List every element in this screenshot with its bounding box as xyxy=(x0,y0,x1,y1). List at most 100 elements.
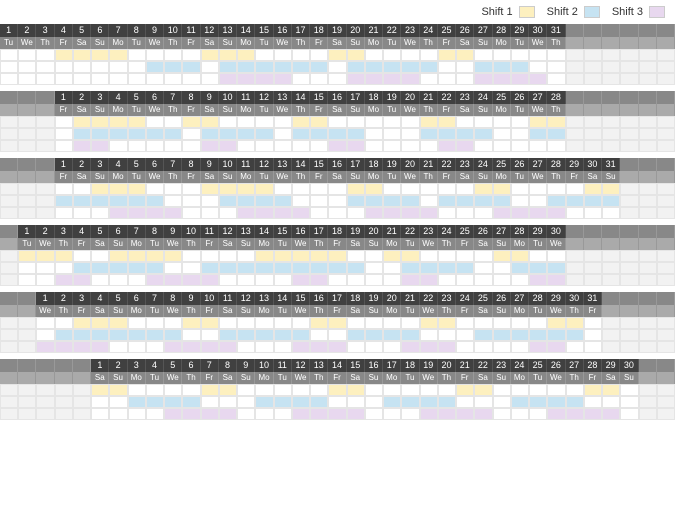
shift-cell[interactable] xyxy=(182,128,200,140)
shift-cell[interactable] xyxy=(547,329,565,341)
shift-cell[interactable] xyxy=(584,408,602,420)
shift-cell[interactable] xyxy=(547,73,565,85)
shift-cell[interactable] xyxy=(511,195,529,207)
shift-cell[interactable] xyxy=(420,384,438,396)
shift-cell[interactable] xyxy=(328,384,346,396)
shift-cell[interactable] xyxy=(584,396,602,408)
shift-cell[interactable] xyxy=(109,73,127,85)
shift-cell[interactable] xyxy=(383,396,401,408)
shift-cell[interactable] xyxy=(292,116,310,128)
shift-cell[interactable] xyxy=(456,408,474,420)
shift-cell[interactable] xyxy=(237,408,255,420)
shift-cell[interactable] xyxy=(55,250,73,262)
shift-cell[interactable] xyxy=(219,183,237,195)
shift-cell[interactable] xyxy=(182,262,200,274)
shift-cell[interactable] xyxy=(420,195,438,207)
shift-cell[interactable] xyxy=(493,384,511,396)
shift-cell[interactable] xyxy=(529,183,547,195)
shift-cell[interactable] xyxy=(420,49,438,61)
shift-cell[interactable] xyxy=(91,384,109,396)
shift-cell[interactable] xyxy=(274,329,292,341)
shift-cell[interactable] xyxy=(493,128,511,140)
shift-cell[interactable] xyxy=(201,49,219,61)
shift-cell[interactable] xyxy=(420,116,438,128)
shift-cell[interactable] xyxy=(292,128,310,140)
shift-cell[interactable] xyxy=(73,183,91,195)
shift-cell[interactable] xyxy=(438,341,456,353)
shift-cell[interactable] xyxy=(219,116,237,128)
shift-cell[interactable] xyxy=(255,128,273,140)
shift-cell[interactable] xyxy=(566,195,584,207)
shift-cell[interactable] xyxy=(474,116,492,128)
shift-cell[interactable] xyxy=(201,207,219,219)
shift-cell[interactable] xyxy=(255,384,273,396)
shift-cell[interactable] xyxy=(365,408,383,420)
shift-cell[interactable] xyxy=(237,195,255,207)
shift-cell[interactable] xyxy=(274,341,292,353)
shift-cell[interactable] xyxy=(401,262,419,274)
shift-cell[interactable] xyxy=(182,195,200,207)
shift-cell[interactable] xyxy=(420,207,438,219)
shift-cell[interactable] xyxy=(109,116,127,128)
shift-cell[interactable] xyxy=(511,116,529,128)
shift-cell[interactable] xyxy=(55,341,73,353)
shift-cell[interactable] xyxy=(146,49,164,61)
shift-cell[interactable] xyxy=(164,317,182,329)
shift-cell[interactable] xyxy=(274,128,292,140)
shift-cell[interactable] xyxy=(328,250,346,262)
shift-cell[interactable] xyxy=(164,329,182,341)
shift-cell[interactable] xyxy=(55,49,73,61)
shift-cell[interactable] xyxy=(328,341,346,353)
shift-cell[interactable] xyxy=(91,140,109,152)
shift-cell[interactable] xyxy=(274,207,292,219)
shift-cell[interactable] xyxy=(328,73,346,85)
shift-cell[interactable] xyxy=(237,140,255,152)
shift-cell[interactable] xyxy=(420,408,438,420)
shift-cell[interactable] xyxy=(18,49,36,61)
shift-cell[interactable] xyxy=(383,128,401,140)
shift-cell[interactable] xyxy=(310,317,328,329)
shift-cell[interactable] xyxy=(182,274,200,286)
shift-cell[interactable] xyxy=(310,61,328,73)
shift-cell[interactable] xyxy=(109,408,127,420)
shift-cell[interactable] xyxy=(584,183,602,195)
shift-cell[interactable] xyxy=(328,262,346,274)
shift-cell[interactable] xyxy=(146,262,164,274)
shift-cell[interactable] xyxy=(365,274,383,286)
shift-cell[interactable] xyxy=(365,317,383,329)
shift-cell[interactable] xyxy=(529,274,547,286)
shift-cell[interactable] xyxy=(109,384,127,396)
shift-cell[interactable] xyxy=(566,329,584,341)
shift-cell[interactable] xyxy=(456,384,474,396)
shift-cell[interactable] xyxy=(292,61,310,73)
shift-cell[interactable] xyxy=(292,140,310,152)
shift-cell[interactable] xyxy=(36,49,54,61)
shift-cell[interactable] xyxy=(201,408,219,420)
shift-cell[interactable] xyxy=(438,140,456,152)
shift-cell[interactable] xyxy=(602,207,620,219)
shift-cell[interactable] xyxy=(474,195,492,207)
shift-cell[interactable] xyxy=(219,61,237,73)
shift-cell[interactable] xyxy=(109,140,127,152)
shift-cell[interactable] xyxy=(474,207,492,219)
shift-cell[interactable] xyxy=(620,384,638,396)
shift-cell[interactable] xyxy=(529,384,547,396)
shift-cell[interactable] xyxy=(529,250,547,262)
shift-cell[interactable] xyxy=(255,183,273,195)
shift-cell[interactable] xyxy=(292,384,310,396)
shift-cell[interactable] xyxy=(547,341,565,353)
shift-cell[interactable] xyxy=(164,408,182,420)
shift-cell[interactable] xyxy=(36,262,54,274)
shift-cell[interactable] xyxy=(18,274,36,286)
shift-cell[interactable] xyxy=(456,317,474,329)
shift-cell[interactable] xyxy=(91,116,109,128)
shift-cell[interactable] xyxy=(493,49,511,61)
shift-cell[interactable] xyxy=(164,195,182,207)
shift-cell[interactable] xyxy=(529,317,547,329)
shift-cell[interactable] xyxy=(292,49,310,61)
shift-cell[interactable] xyxy=(109,274,127,286)
shift-cell[interactable] xyxy=(420,128,438,140)
shift-cell[interactable] xyxy=(164,250,182,262)
shift-cell[interactable] xyxy=(219,49,237,61)
shift-cell[interactable] xyxy=(219,262,237,274)
